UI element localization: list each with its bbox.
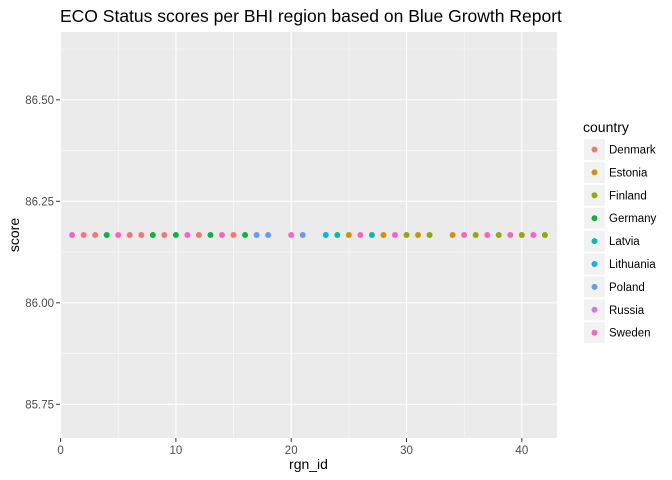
data-point-latvia	[334, 232, 341, 238]
data-point-sweden	[391, 232, 398, 238]
data-point-finland	[403, 232, 410, 238]
data-point-denmark	[230, 232, 237, 238]
legend-marker-poland	[591, 283, 598, 290]
legend-label: Russia	[609, 305, 645, 317]
legend-title: country	[583, 119, 629, 135]
x-tick-label: 10	[169, 445, 182, 457]
y-tick-label: 86.25	[25, 196, 54, 208]
data-point-estonia	[380, 232, 387, 238]
legend-marker-russia	[591, 306, 598, 313]
legend-marker-denmark	[591, 146, 598, 153]
x-tick-label: 30	[400, 445, 413, 457]
y-axis-title: score	[6, 218, 22, 252]
data-point-germany	[149, 232, 156, 238]
data-point-finland	[541, 232, 548, 238]
y-tick-label: 86.00	[25, 298, 54, 310]
data-point-germany	[103, 232, 110, 238]
data-point-sweden	[357, 232, 364, 238]
data-point-sweden	[219, 232, 226, 238]
x-tick-label: 20	[285, 445, 298, 457]
legend-entry: Estonia	[584, 161, 648, 183]
legend-label: Germany	[609, 213, 657, 225]
data-points	[69, 232, 548, 238]
legend-entry: Russia	[584, 299, 645, 321]
data-point-germany	[242, 232, 249, 238]
legend-label: Sweden	[609, 328, 651, 340]
data-point-sweden	[288, 232, 295, 238]
data-point-denmark	[161, 232, 168, 238]
legend-label: Poland	[609, 282, 645, 294]
data-point-denmark	[126, 232, 133, 238]
data-point-estonia	[345, 232, 352, 238]
x-axis-ticks: 0 10 20 30 40	[57, 438, 528, 457]
data-point-finland	[495, 232, 502, 238]
chart-title: ECO Status scores per BHI region based o…	[60, 6, 562, 26]
data-point-germany	[207, 232, 214, 238]
legend-entry: Latvia	[584, 230, 640, 252]
data-point-poland	[265, 232, 272, 238]
legend-label: Denmark	[609, 145, 656, 157]
x-tick-label: 0	[57, 445, 63, 457]
data-point-latvia	[368, 232, 375, 238]
legend-label: Lithuania	[609, 259, 656, 271]
legend-entry: Germany	[584, 207, 657, 229]
legend-label: Estonia	[609, 167, 648, 179]
data-point-poland	[299, 232, 306, 238]
legend-entry: Poland	[584, 276, 645, 298]
data-point-sweden	[507, 232, 514, 238]
legend-label: Latvia	[609, 236, 640, 248]
data-point-denmark	[92, 232, 99, 238]
data-point-estonia	[415, 232, 422, 238]
legend-marker-sweden	[591, 329, 598, 336]
legend-marker-lithuania	[591, 261, 598, 267]
legend-entry: Sweden	[584, 322, 651, 344]
y-axis-ticks: 85.75 86.00 86.25 86.50	[25, 95, 60, 411]
legend-marker-latvia	[591, 238, 598, 245]
legend: country Denmark Estonia Finland Germany Latv…	[583, 119, 657, 344]
data-point-sweden	[184, 232, 191, 238]
legend-entry: Denmark	[584, 139, 656, 160]
legend-entries: Denmark Estonia Finland Germany Latvia Lithua…	[584, 139, 657, 344]
data-point-germany	[172, 232, 179, 238]
data-point-finland	[472, 232, 479, 238]
data-point-denmark	[195, 232, 202, 238]
data-point-lithuania	[322, 232, 329, 238]
data-point-denmark	[80, 232, 87, 238]
data-point-sweden	[530, 232, 537, 238]
data-point-estonia	[449, 232, 456, 238]
legend-marker-finland	[591, 192, 598, 199]
legend-entry: Lithuania	[584, 253, 656, 275]
data-point-sweden	[461, 232, 468, 238]
y-tick-label: 85.75	[25, 399, 54, 411]
data-point-finland	[426, 232, 433, 238]
data-point-sweden	[115, 232, 122, 238]
plot-panel	[60, 32, 557, 438]
data-point-finland	[518, 232, 525, 238]
data-point-denmark	[138, 232, 145, 238]
legend-marker-estonia	[591, 169, 598, 176]
y-tick-label: 86.50	[25, 95, 54, 107]
data-point-sweden	[484, 232, 491, 238]
x-axis-title: rgn_id	[289, 456, 328, 472]
legend-label: Finland	[609, 190, 647, 202]
data-point-sweden	[69, 232, 76, 238]
data-point-poland	[253, 232, 260, 238]
legend-marker-germany	[591, 215, 598, 222]
legend-entry: Finland	[584, 184, 647, 206]
x-tick-label: 40	[515, 445, 528, 457]
